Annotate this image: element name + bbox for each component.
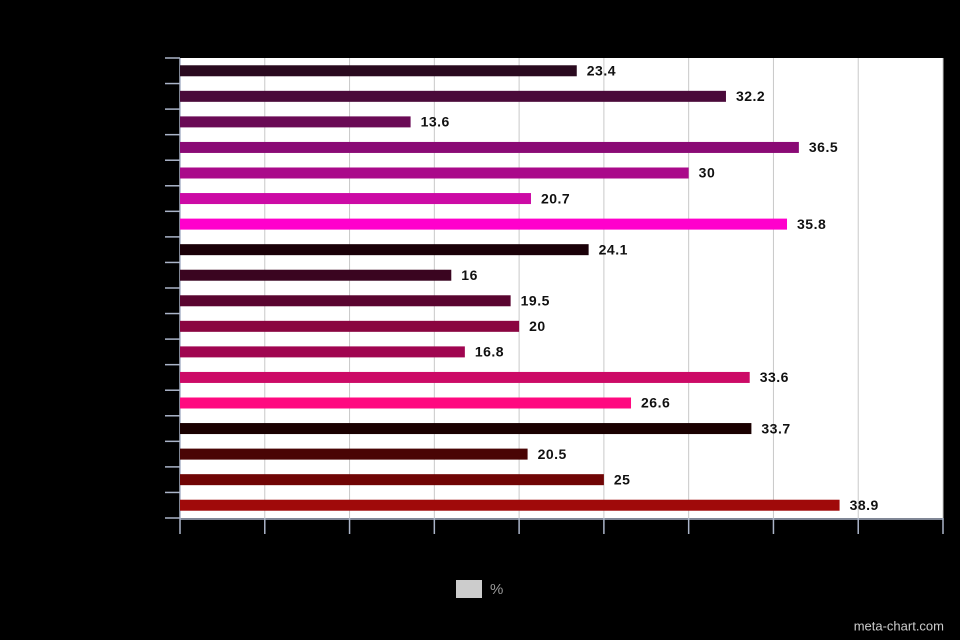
value-label: 38.9 xyxy=(850,497,879,513)
bar xyxy=(180,65,577,77)
bar xyxy=(180,346,465,358)
value-label: 20.5 xyxy=(538,446,567,462)
bar xyxy=(180,244,589,256)
watermark: meta-chart.com xyxy=(854,618,944,633)
bar xyxy=(180,474,604,486)
legend-swatch xyxy=(456,580,482,598)
value-label: 20 xyxy=(529,318,546,334)
value-label: 32.2 xyxy=(736,88,765,104)
value-label: 23.4 xyxy=(587,62,616,78)
value-label: 25 xyxy=(614,471,631,487)
bar xyxy=(180,423,752,435)
bar xyxy=(180,218,788,230)
bar xyxy=(180,499,840,511)
bar xyxy=(180,397,632,409)
value-label: 20.7 xyxy=(541,190,570,206)
value-label: 19.5 xyxy=(521,292,550,308)
value-label: 26.6 xyxy=(641,395,670,411)
value-label: 16.8 xyxy=(475,344,504,360)
bar xyxy=(180,90,726,102)
bar xyxy=(180,269,452,281)
bar xyxy=(180,320,520,332)
value-label: 24.1 xyxy=(599,241,628,257)
bar xyxy=(180,167,689,179)
value-label: 33.7 xyxy=(761,420,790,436)
value-label: 16 xyxy=(461,267,478,283)
legend-label: % xyxy=(490,581,503,598)
value-label: 35.8 xyxy=(797,216,826,232)
bar xyxy=(180,295,511,307)
value-label: 33.6 xyxy=(760,369,789,385)
plot-area xyxy=(180,58,943,518)
value-label: 30 xyxy=(699,165,716,181)
bar xyxy=(180,193,531,205)
value-label: 13.6 xyxy=(421,114,450,130)
bar xyxy=(180,448,528,460)
value-label: 36.5 xyxy=(809,139,838,155)
bar xyxy=(180,141,799,153)
bar xyxy=(180,116,411,128)
bar xyxy=(180,371,750,383)
